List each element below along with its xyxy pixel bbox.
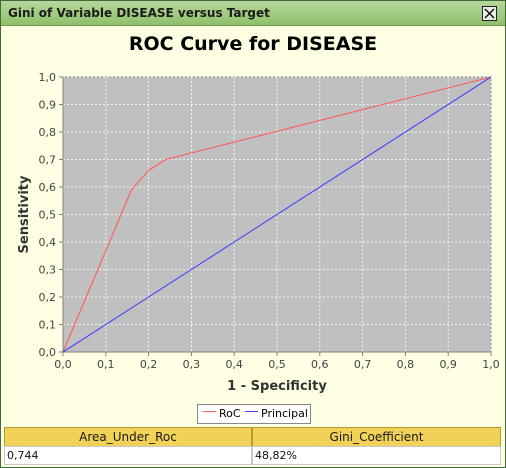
title-bar[interactable]: Gini of Variable DISEASE versus Target <box>1 1 505 26</box>
value-gini-coefficient[interactable]: 48,82% <box>252 446 501 465</box>
x-tick-label: 0,1 <box>97 358 115 371</box>
chart-panel: ROC Curve for DISEASE 0,0 0,1 0,2 0,3 0,4 0,5 0… <box>1 26 505 396</box>
legend-roc-label: RoC <box>219 407 241 420</box>
x-axis-label: 1 - Specificity <box>227 379 327 394</box>
x-tick-label: 1,0 <box>482 358 500 371</box>
legend-principal-swatch <box>245 411 258 412</box>
close-icon <box>484 8 495 19</box>
x-tick-label: 0,9 <box>439 358 457 371</box>
y-tick-label: 0,2 <box>39 291 57 304</box>
header-gini-coefficient: Gini_Coefficient <box>252 427 501 447</box>
series-line-roc <box>62 76 492 353</box>
series-line-principal <box>62 76 492 353</box>
x-tick-label: 0,0 <box>54 358 72 371</box>
results-table: Area_Under_Roc Gini_Coefficient 0,744 48… <box>4 427 501 465</box>
x-tick-label: 0,6 <box>311 358 329 371</box>
roc-chart: ROC Curve for DISEASE 0,0 0,1 0,2 0,3 0,4 0,5 0… <box>17 33 500 394</box>
legend-principal-label: Principal <box>261 407 308 420</box>
x-tick-label: 0,3 <box>183 358 201 371</box>
window-title: Gini of Variable DISEASE versus Target <box>8 6 270 20</box>
x-tick-label: 0,8 <box>397 358 415 371</box>
y-tick-label: 0,0 <box>39 346 57 359</box>
x-tick-label: 0,7 <box>354 358 372 371</box>
y-tick-label: 0,6 <box>39 181 57 194</box>
legend-roc-swatch <box>203 411 216 412</box>
y-tick-label: 0,7 <box>39 154 57 167</box>
y-tick-label: 0,4 <box>39 236 57 249</box>
y-tick-label: 0,5 <box>39 209 57 222</box>
y-tick-label: 0,3 <box>39 264 57 277</box>
close-button[interactable] <box>482 6 497 21</box>
x-tick-label: 0,4 <box>225 358 243 371</box>
y-tick-label: 0,8 <box>39 126 57 139</box>
x-tick-label: 0,2 <box>140 358 158 371</box>
value-area-under-roc[interactable]: 0,744 <box>4 446 252 465</box>
y-tick-label: 1,0 <box>39 71 57 84</box>
chart-legend: RoC Principal <box>197 404 311 424</box>
chart-title: ROC Curve for DISEASE <box>129 33 377 55</box>
header-area-under-roc: Area_Under_Roc <box>4 427 252 447</box>
y-tick-label: 0,1 <box>39 319 57 332</box>
y-axis-label: Sensitivity <box>17 175 32 253</box>
y-tick-label: 0,9 <box>39 99 57 112</box>
x-tick-label: 0,5 <box>268 358 286 371</box>
